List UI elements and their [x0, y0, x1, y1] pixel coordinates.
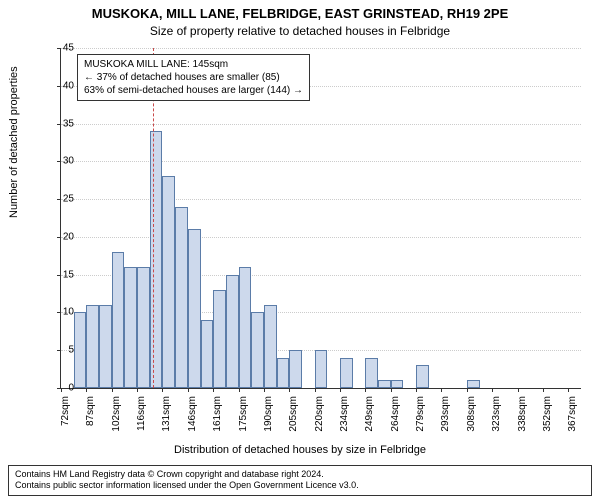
gridline	[61, 48, 581, 49]
xtick-mark	[239, 388, 240, 392]
footer-line-1: Contains HM Land Registry data © Crown c…	[15, 469, 585, 481]
xtick-label: 323sqm	[491, 396, 502, 436]
xtick-mark	[543, 388, 544, 392]
plot-area: MUSKOKA MILL LANE: 145sqm← 37% of detach…	[60, 48, 581, 389]
ytick-label: 35	[44, 118, 74, 129]
histogram-bar	[74, 312, 87, 388]
histogram-bar	[137, 267, 150, 388]
ytick-label: 10	[44, 307, 74, 318]
xtick-mark	[264, 388, 265, 392]
xtick-label: 293sqm	[440, 396, 451, 436]
gridline	[61, 237, 581, 238]
ytick-label: 0	[44, 383, 74, 394]
histogram-bar	[378, 380, 391, 388]
annotation-line-1: MUSKOKA MILL LANE: 145sqm	[84, 58, 303, 71]
x-axis-label: Distribution of detached houses by size …	[0, 444, 600, 456]
chart-title-main: MUSKOKA, MILL LANE, FELBRIDGE, EAST GRIN…	[0, 6, 600, 21]
histogram-bar	[391, 380, 404, 388]
xtick-mark	[86, 388, 87, 392]
ytick-label: 15	[44, 269, 74, 280]
chart-container: MUSKOKA, MILL LANE, FELBRIDGE, EAST GRIN…	[0, 0, 600, 500]
ytick-label: 5	[44, 345, 74, 356]
xtick-mark	[467, 388, 468, 392]
xtick-mark	[441, 388, 442, 392]
histogram-bar	[226, 275, 239, 388]
xtick-label: 249sqm	[364, 396, 375, 436]
xtick-mark	[340, 388, 341, 392]
xtick-mark	[289, 388, 290, 392]
histogram-bar	[201, 320, 214, 388]
xtick-label: 279sqm	[415, 396, 426, 436]
xtick-mark	[213, 388, 214, 392]
histogram-bar	[264, 305, 277, 388]
xtick-mark	[112, 388, 113, 392]
xtick-label: 72sqm	[60, 396, 71, 436]
ytick-label: 20	[44, 231, 74, 242]
histogram-bar	[416, 365, 429, 388]
annotation-box: MUSKOKA MILL LANE: 145sqm← 37% of detach…	[77, 54, 310, 101]
annotation-line-2: ← 37% of detached houses are smaller (85…	[84, 71, 303, 84]
chart-title-sub: Size of property relative to detached ho…	[0, 24, 600, 38]
xtick-label: 190sqm	[263, 396, 274, 436]
xtick-label: 102sqm	[111, 396, 122, 436]
footer-attribution: Contains HM Land Registry data © Crown c…	[8, 465, 592, 496]
annotation-line-3: 63% of semi-detached houses are larger (…	[84, 84, 303, 97]
xtick-label: 146sqm	[187, 396, 198, 436]
gridline	[61, 124, 581, 125]
xtick-mark	[568, 388, 569, 392]
xtick-label: 205sqm	[288, 396, 299, 436]
gridline	[61, 161, 581, 162]
histogram-bar	[365, 358, 378, 388]
histogram-bar	[315, 350, 328, 388]
histogram-bar	[289, 350, 302, 388]
histogram-bar	[188, 229, 201, 388]
footer-line-2: Contains public sector information licen…	[15, 480, 585, 492]
xtick-mark	[416, 388, 417, 392]
xtick-mark	[315, 388, 316, 392]
histogram-bar	[239, 267, 252, 388]
xtick-label: 338sqm	[517, 396, 528, 436]
xtick-mark	[188, 388, 189, 392]
xtick-label: 161sqm	[212, 396, 223, 436]
xtick-mark	[162, 388, 163, 392]
gridline	[61, 199, 581, 200]
xtick-label: 116sqm	[136, 396, 147, 436]
histogram-bar	[340, 358, 353, 388]
histogram-bar	[86, 305, 99, 388]
xtick-mark	[518, 388, 519, 392]
xtick-mark	[492, 388, 493, 392]
xtick-label: 131sqm	[161, 396, 172, 436]
xtick-label: 367sqm	[567, 396, 578, 436]
xtick-mark	[365, 388, 366, 392]
ytick-label: 30	[44, 156, 74, 167]
histogram-bar	[175, 207, 188, 388]
histogram-bar	[251, 312, 264, 388]
xtick-mark	[137, 388, 138, 392]
ytick-label: 40	[44, 80, 74, 91]
histogram-bar	[99, 305, 112, 388]
ytick-label: 45	[44, 43, 74, 54]
y-axis-label: Number of detached properties	[8, 66, 20, 218]
xtick-label: 220sqm	[314, 396, 325, 436]
histogram-bar	[124, 267, 137, 388]
xtick-label: 234sqm	[339, 396, 350, 436]
xtick-label: 264sqm	[390, 396, 401, 436]
xtick-mark	[391, 388, 392, 392]
xtick-label: 308sqm	[466, 396, 477, 436]
ytick-label: 25	[44, 194, 74, 205]
xtick-label: 87sqm	[85, 396, 96, 436]
xtick-label: 175sqm	[238, 396, 249, 436]
xtick-label: 352sqm	[542, 396, 553, 436]
histogram-bar	[162, 176, 175, 388]
histogram-bar	[467, 380, 480, 388]
histogram-bar	[213, 290, 226, 388]
histogram-bar	[277, 358, 290, 388]
histogram-bar	[112, 252, 125, 388]
